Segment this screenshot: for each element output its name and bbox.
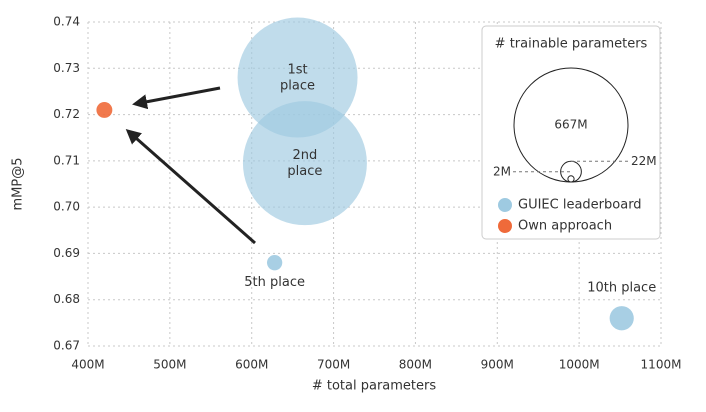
point-label: 1st place — [280, 62, 315, 93]
x-tick-label: 700M — [317, 358, 350, 372]
bubble — [242, 101, 367, 226]
legend-box — [481, 25, 661, 240]
y-axis-label: mMP@5 — [11, 158, 26, 211]
legend-title: # trainable parameters — [495, 37, 648, 52]
y-tick-label: 0.70 — [53, 200, 80, 214]
legend-label: Own approach — [518, 219, 612, 234]
x-tick-label: 900M — [481, 358, 514, 372]
point-label: 10th place — [587, 281, 656, 296]
x-tick-label: 500M — [153, 358, 186, 372]
bubble — [266, 255, 283, 271]
y-tick-label: 0.68 — [53, 292, 80, 306]
x-tick-label: 800M — [399, 358, 432, 372]
x-tick-label: 600M — [235, 358, 268, 372]
y-tick-label: 0.69 — [53, 246, 80, 260]
arrow — [125, 129, 256, 245]
point-label: 5th place — [244, 275, 305, 290]
bubble — [609, 306, 634, 331]
y-tick-label: 0.74 — [53, 15, 80, 29]
bubble — [96, 101, 113, 118]
y-tick-label: 0.72 — [53, 107, 80, 121]
size-legend-circle — [567, 175, 575, 183]
x-tick-label: 1100M — [641, 358, 682, 372]
x-axis-label: # total parameters — [312, 379, 437, 394]
point-label: 2nd place — [287, 148, 322, 179]
arrow — [132, 86, 221, 110]
size-legend-label: 2M — [493, 164, 511, 178]
legend-marker — [498, 219, 512, 233]
y-tick-label: 0.73 — [53, 61, 80, 75]
legend-label: GUIEC leaderboard — [518, 198, 642, 213]
legend: # trainable parameters 667M 22M 2M GUIEC le… — [481, 25, 661, 240]
legend-marker — [498, 198, 512, 212]
y-tick-label: 0.67 — [53, 339, 80, 353]
x-tick-label: 1000M — [559, 358, 600, 372]
size-legend-label: 667M — [554, 118, 587, 132]
x-tick-label: 400M — [71, 358, 104, 372]
y-tick-label: 0.71 — [53, 153, 80, 167]
size-legend-label: 22M — [631, 154, 657, 168]
